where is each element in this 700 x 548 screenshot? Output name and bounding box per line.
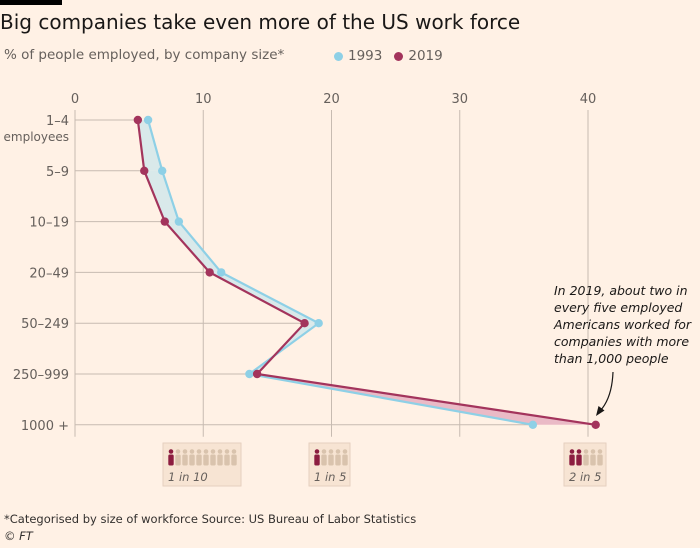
person-icon-head: [175, 449, 181, 454]
y-category-label: 10–19: [29, 216, 69, 231]
y-category-label: 50–249: [21, 317, 69, 332]
person-icon-head: [576, 449, 582, 454]
data-point-2019: [591, 420, 600, 429]
person-icon-body: [182, 454, 188, 466]
y-category-sublabel: employees: [4, 130, 69, 144]
x-tick-label: 20: [323, 92, 340, 107]
x-tick-label: 40: [580, 92, 597, 107]
x-tick-label: 10: [195, 92, 212, 107]
data-point-2019: [300, 319, 309, 328]
y-category-label: 20–49: [29, 266, 69, 281]
person-icon-body: [210, 454, 216, 466]
person-icon-body: [576, 454, 582, 466]
person-icon-head: [321, 449, 327, 454]
person-icon-head: [335, 449, 341, 454]
person-icon-head: [597, 449, 603, 454]
person-icon-head: [583, 449, 589, 454]
pictogram-box: 2 in 5: [563, 442, 607, 487]
pictogram-box: 1 in 10: [162, 442, 242, 487]
person-icon-head: [203, 449, 209, 454]
data-point-1993: [245, 369, 254, 379]
person-icon-body: [224, 454, 230, 466]
difference-band: [164, 221, 222, 273]
copyright: © FT: [4, 529, 33, 543]
person-icon-head: [569, 449, 575, 454]
data-point-2019: [140, 166, 149, 175]
person-icon-body: [328, 454, 334, 466]
person-icon-body: [321, 454, 327, 466]
chart-subtitle: % of people employed, by company size*: [4, 47, 285, 63]
data-point-1993: [217, 268, 226, 277]
person-icon-body: [335, 454, 341, 466]
legend-label-1993: 1993: [348, 48, 383, 64]
person-icon-body: [189, 454, 195, 466]
data-point-1993: [158, 166, 167, 175]
y-category-label: 250–999: [13, 368, 69, 383]
chart-title: Big companies take even more of the US w…: [0, 10, 521, 34]
y-category-label: 5–9: [46, 165, 69, 180]
person-icon-head: [168, 449, 174, 454]
person-icon-body: [569, 454, 575, 466]
person-icon-head: [314, 449, 320, 454]
pictogram-box: 1 in 5: [308, 442, 351, 487]
person-icon-body: [217, 454, 223, 466]
y-category-label: 1000 +: [21, 419, 69, 434]
legend-swatch-2019: [394, 51, 404, 61]
annotation-line: Americans worked for: [553, 317, 692, 332]
person-icon-body: [583, 454, 589, 466]
person-icon-head: [224, 449, 230, 454]
annotation-line: than 1,000 people: [554, 351, 669, 366]
x-tick-label: 30: [451, 92, 468, 107]
legend-label-2019: 2019: [408, 48, 443, 64]
person-icon-head: [210, 449, 216, 454]
difference-band: [137, 120, 163, 171]
legend-item-2019: 2019: [394, 48, 443, 64]
data-point-2019: [133, 115, 143, 125]
difference-band: [209, 272, 319, 324]
person-icon-body: [168, 454, 174, 466]
person-icon-body: [590, 454, 596, 466]
person-icon-head: [182, 449, 188, 454]
person-icon-body: [196, 454, 202, 466]
person-icon-head: [590, 449, 596, 454]
data-point-1993: [143, 115, 153, 125]
person-icon-body: [342, 454, 348, 466]
footnote: *Categorised by size of workforce Source…: [4, 512, 417, 526]
difference-band: [144, 170, 179, 222]
ratio-label: 1 in 10: [168, 470, 208, 484]
person-icon-body: [314, 454, 320, 466]
y-category-label: 1–4: [46, 114, 69, 129]
person-icon-head: [342, 449, 348, 454]
ratio-label: 2 in 5: [569, 470, 601, 484]
data-point-1993: [174, 217, 184, 226]
person-icon-body: [597, 454, 603, 466]
person-icon-head: [189, 449, 195, 454]
annotation-line: every five employed: [554, 300, 682, 315]
data-point-1993: [528, 420, 538, 429]
ratio-label: 1 in 5: [314, 470, 346, 484]
annotation-arrow: [599, 371, 614, 412]
data-point-2019: [160, 217, 169, 226]
data-point-1993: [314, 319, 323, 328]
person-icon-body: [203, 454, 209, 466]
annotation-line: companies with more: [554, 334, 689, 349]
person-icon-head: [231, 449, 237, 454]
annotation-arrowhead: [596, 406, 605, 416]
person-icon-head: [196, 449, 202, 454]
legend-swatch-1993: [334, 51, 343, 61]
x-tick-label: 0: [71, 92, 79, 107]
person-icon-head: [217, 449, 223, 454]
legend-item-1993: 1993: [334, 48, 382, 64]
ft-top-bar: [0, 0, 62, 5]
data-point-2019: [205, 268, 214, 277]
person-icon-body: [231, 454, 237, 466]
person-icon-body: [175, 454, 181, 466]
person-icon-head: [328, 449, 334, 454]
legend: 1993 2019: [334, 48, 443, 64]
annotation-line: In 2019, about two in: [554, 283, 688, 298]
data-point-2019: [252, 369, 262, 379]
